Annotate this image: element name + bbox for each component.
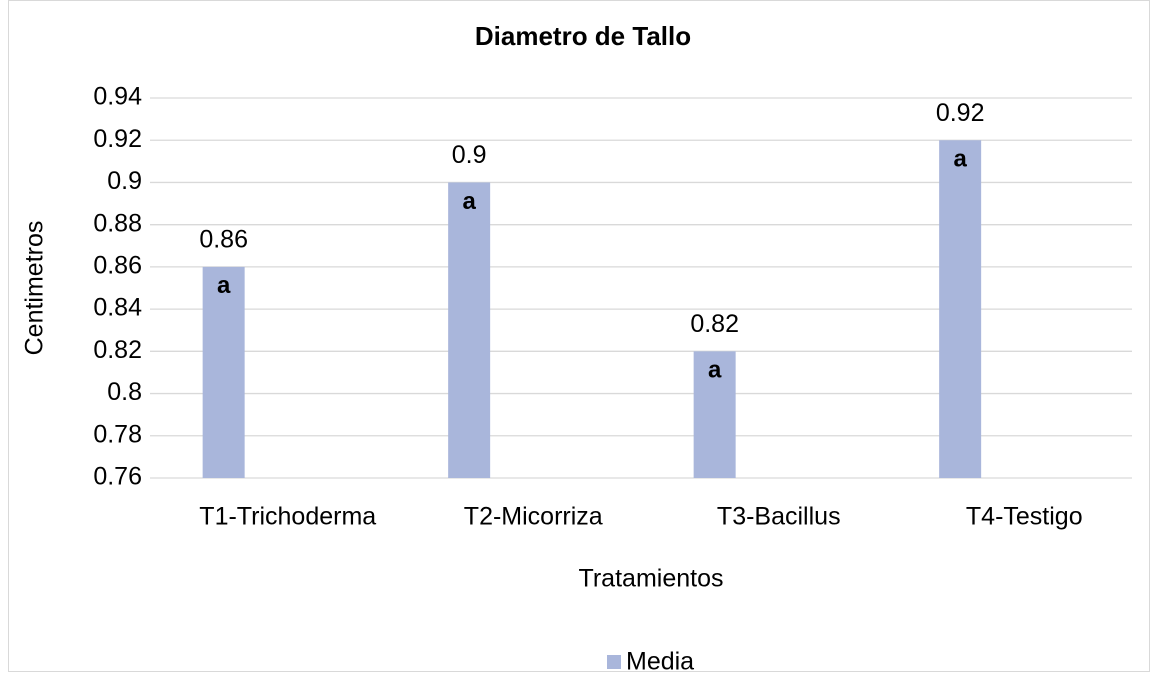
y-tick-label: 0.8 xyxy=(107,378,142,406)
legend-swatch xyxy=(607,655,621,669)
y-tick-label: 0.88 xyxy=(93,209,142,237)
group-letter: a xyxy=(708,357,722,384)
y-tick-label: 0.76 xyxy=(93,463,142,491)
y-tick-label: 0.86 xyxy=(93,251,142,279)
data-label: 0.86 xyxy=(199,225,248,253)
x-axis-label: Tratamientos xyxy=(579,565,724,593)
x-tick-label: T4-Testigo xyxy=(966,503,1083,531)
group-letter: a xyxy=(217,272,231,299)
bar xyxy=(939,140,982,478)
y-tick-label: 0.9 xyxy=(107,167,142,195)
y-tick-label: 0.78 xyxy=(93,420,142,448)
x-tick-label: T1-Trichoderma xyxy=(199,503,376,531)
y-axis-label: Centimetros xyxy=(21,221,49,356)
x-tick-label: T3-Bacillus xyxy=(717,503,841,531)
data-label: 0.92 xyxy=(936,99,985,127)
x-tick-label: T2-Micorriza xyxy=(464,503,603,531)
group-letter: a xyxy=(953,146,967,173)
chart-title: Diametro de Tallo xyxy=(475,21,691,51)
data-label: 0.82 xyxy=(690,310,739,338)
bar xyxy=(202,266,245,478)
bar xyxy=(693,351,736,478)
data-label: 0.9 xyxy=(452,141,487,169)
legend-label: Media xyxy=(626,648,694,673)
y-tick-label: 0.84 xyxy=(93,294,142,322)
y-tick-label: 0.94 xyxy=(93,83,142,111)
bar xyxy=(448,182,491,478)
y-tick-label: 0.82 xyxy=(93,336,142,364)
group-letter: a xyxy=(462,188,476,215)
y-tick-label: 0.92 xyxy=(93,125,142,153)
